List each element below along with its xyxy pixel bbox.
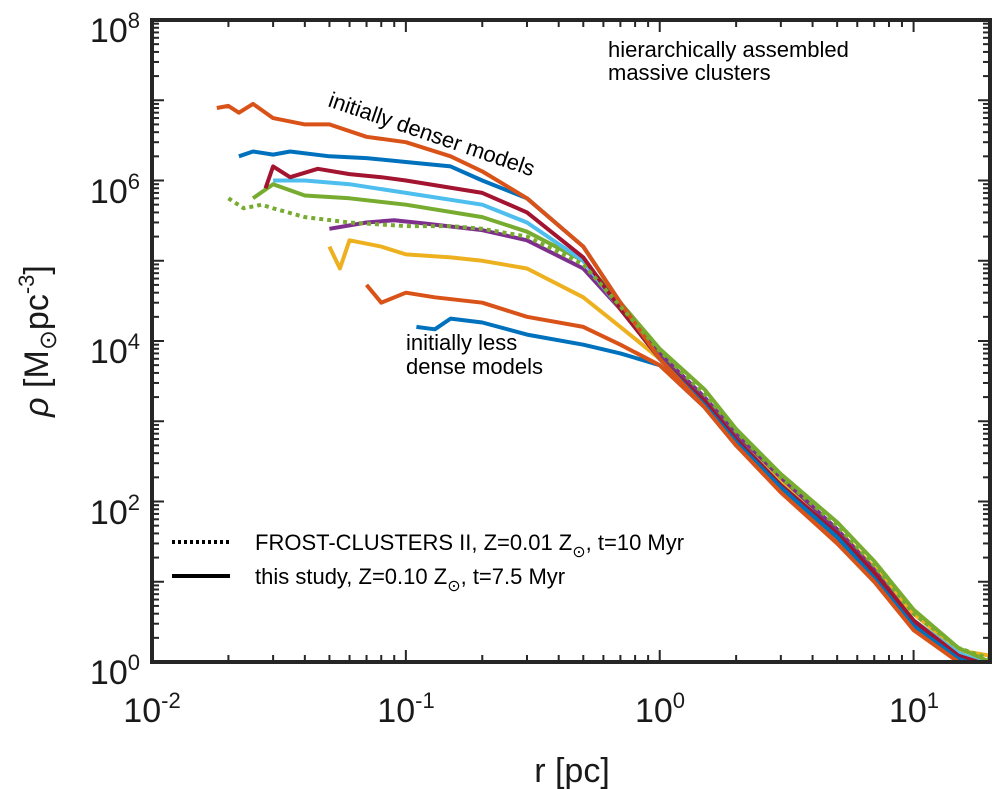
legend-label-dotted: FROST-CLUSTERS II, Z=0.01 Z⊙, t=10 Myr	[255, 530, 684, 561]
x-tick-label-1: 10-1	[377, 688, 434, 730]
x-axis-title: r [pc]	[534, 752, 610, 789]
legend-label-solid: this study, Z=0.10 Z⊙, t=7.5 Myr	[255, 564, 565, 595]
plot-frame	[150, 18, 992, 664]
y-tick-label-1: 102	[90, 490, 140, 532]
series-line-model-8	[238, 149, 974, 662]
x-tick-label-0: 10-2	[123, 688, 180, 730]
annotation-corner-line1: hierarchically assembled	[608, 37, 849, 62]
annotation-less-line1: initially less	[406, 330, 517, 355]
annotation-less-line2: dense models	[406, 354, 543, 379]
y-tick-label-3: 106	[90, 169, 140, 211]
y-tick-label-4: 108	[90, 8, 140, 50]
y-tick-label-0: 100	[90, 650, 140, 692]
x-tick-label-2: 100	[635, 688, 685, 730]
series-line-model-9	[216, 101, 964, 662]
legend: FROST-CLUSTERS II, Z=0.01 Z⊙, t=10 Myr t…	[172, 530, 684, 595]
x-tick-label-3: 101	[889, 688, 939, 730]
series-line-frost-dotted	[227, 196, 990, 661]
y-tick-label-2: 104	[90, 329, 140, 371]
y-axis-title: ρ [M⊙pc-3]	[14, 265, 62, 418]
series-layer	[216, 101, 990, 662]
annotation-corner-line2: massive clusters	[608, 60, 771, 85]
